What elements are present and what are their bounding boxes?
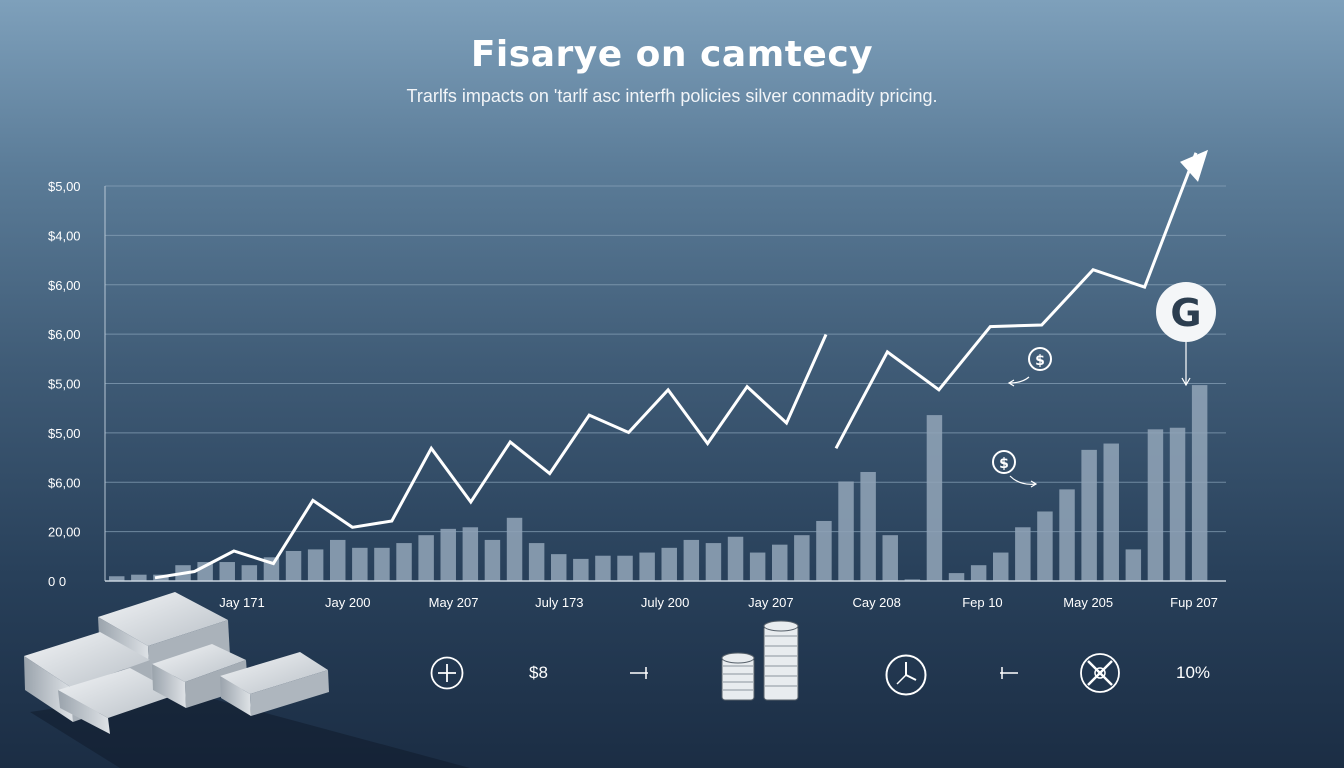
bar xyxy=(882,535,898,581)
bar xyxy=(573,558,589,581)
bar xyxy=(993,552,1009,581)
bar xyxy=(617,555,633,581)
chart-subtitle: Trarlfs impacts on 'tarlf asc interfh po… xyxy=(406,86,938,106)
trend-lines xyxy=(154,149,1208,580)
x-tick-label: Jay 171 xyxy=(219,595,265,610)
bar xyxy=(352,547,368,581)
bar xyxy=(307,549,324,581)
y-tick-label: $6,00 xyxy=(48,327,81,342)
bar xyxy=(285,550,302,581)
currency-label: $8 xyxy=(529,663,548,682)
bar xyxy=(661,547,677,581)
bar xyxy=(904,579,921,581)
bar xyxy=(639,552,655,581)
x-tick-label: Fup 207 xyxy=(1170,595,1218,610)
percent-label: 10% xyxy=(1176,663,1211,682)
bar xyxy=(838,481,854,581)
chart-title: Fisarye on camtecy xyxy=(470,34,874,75)
bar xyxy=(418,535,434,581)
silver-bars-illustration xyxy=(24,592,470,768)
circle-plus-icon xyxy=(430,656,464,690)
bar xyxy=(506,517,523,581)
x-tick-label: May 207 xyxy=(429,595,479,610)
g-logo-icon: G xyxy=(1156,282,1216,387)
y-tick-label: 20,00 xyxy=(48,525,81,540)
x-tick-label: Jay 207 xyxy=(748,595,794,610)
bar xyxy=(1081,449,1097,581)
bar xyxy=(374,547,390,581)
bar xyxy=(241,565,258,581)
bar xyxy=(1037,511,1053,581)
annotation-label: $ xyxy=(1035,353,1045,369)
y-tick-label: 0 0 xyxy=(48,574,66,589)
bar xyxy=(970,565,987,581)
bar xyxy=(1169,427,1186,581)
bar xyxy=(926,415,943,581)
bar xyxy=(705,543,722,581)
x-tick-label: May 205 xyxy=(1063,595,1113,610)
y-tick-label: $6,00 xyxy=(48,278,81,293)
y-tick-label: $4,00 xyxy=(48,228,81,243)
bar xyxy=(551,554,567,581)
clock-icon xyxy=(884,653,928,697)
bar xyxy=(860,471,876,581)
y-tick-label: $6,00 xyxy=(48,475,81,490)
x-tick-label: Fep 10 xyxy=(962,595,1002,610)
coin-stack-icon xyxy=(718,618,804,702)
bar xyxy=(484,539,501,581)
bar xyxy=(1147,429,1164,581)
gridlines xyxy=(105,185,1226,533)
bar xyxy=(948,573,965,581)
bar xyxy=(330,539,346,581)
bar xyxy=(683,539,700,581)
x-tick-label: Cay 208 xyxy=(852,595,900,610)
bars xyxy=(109,385,1208,581)
x-tick-label: Jay 200 xyxy=(325,595,371,610)
bar xyxy=(109,576,125,581)
crossed-tools-icon xyxy=(1079,652,1121,694)
x-tick-label: July 200 xyxy=(641,595,689,610)
dollar-coin-icon: $ xyxy=(1007,347,1052,387)
trend-line-segment xyxy=(834,152,1198,450)
dash-separator-icon xyxy=(628,664,650,680)
bar xyxy=(1191,385,1208,581)
bar xyxy=(595,555,611,581)
y-tick-label: $5,00 xyxy=(48,426,81,441)
bar xyxy=(440,528,456,581)
bar xyxy=(462,527,479,581)
annotation-label: $ xyxy=(999,456,1009,472)
trend-line-segment xyxy=(154,333,828,580)
bar xyxy=(131,574,147,581)
dollar-coin-icon: $ xyxy=(992,450,1038,488)
bar xyxy=(772,544,788,581)
bar xyxy=(794,535,810,581)
x-axis-labels: Jay 171 Jay 200 May 207 July 173 July 200 Jay… xyxy=(219,595,1218,610)
bar xyxy=(528,543,545,581)
bar xyxy=(749,552,766,581)
bar xyxy=(1103,443,1119,581)
x-tick-label: July 173 xyxy=(535,595,583,610)
annotation-label: G xyxy=(1170,291,1201,335)
dash-separator-icon xyxy=(998,664,1020,680)
bar xyxy=(1015,527,1031,581)
y-tick-label: $5,00 xyxy=(48,179,81,194)
bar xyxy=(396,543,412,581)
bar xyxy=(219,562,235,581)
bar xyxy=(816,520,832,581)
y-tick-label: $5,00 xyxy=(48,377,81,392)
bar xyxy=(727,536,744,581)
bar xyxy=(1059,489,1075,581)
y-axis-labels: $5,00 $4,00 $6,00 $6,00 $5,00 $5,00 $6,00 20,00… xyxy=(48,179,81,589)
bar xyxy=(1125,549,1142,581)
trend-arrowhead xyxy=(1180,149,1208,182)
